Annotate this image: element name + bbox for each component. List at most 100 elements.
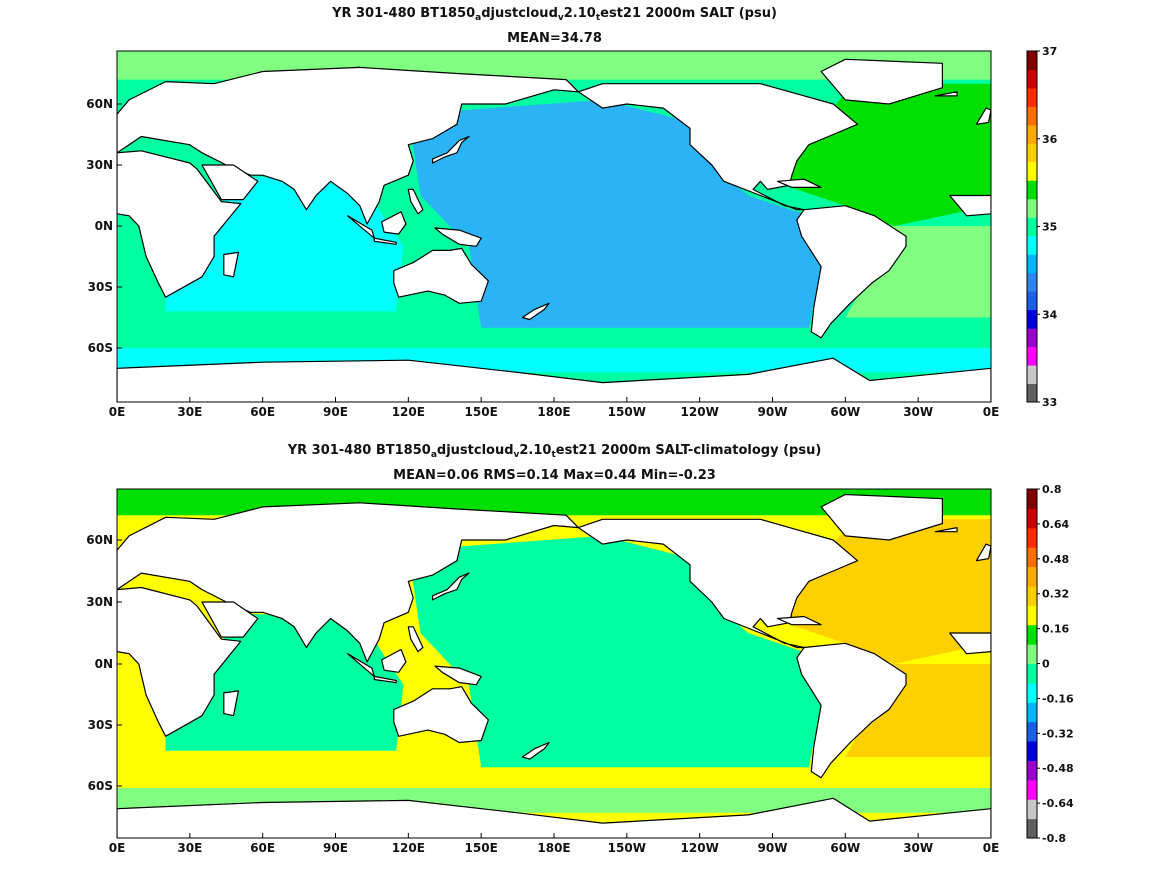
colorbar: 37 36 35 34 33 — [1026, 45, 1058, 409]
colorbar-label: 36 — [1042, 133, 1058, 146]
africa-land — [117, 150, 242, 298]
new-guinea-land — [434, 227, 482, 247]
colorbar-swatch — [1027, 309, 1037, 329]
caribbean-land — [776, 178, 822, 188]
colorbar-label: -0.64 — [1042, 797, 1074, 810]
colorbar-swatch — [1027, 328, 1037, 348]
colorbar-swatch — [1027, 272, 1037, 292]
bottom-panel-subtitle: MEAN=0.06 RMS=0.14 Max=0.44 Min=-0.23 — [393, 468, 716, 483]
x-tick-label: 30W — [903, 405, 933, 419]
top-panel-title: YR 301-480 BT1850adjustcloudv2.10test21 … — [332, 6, 777, 23]
x-tick-label: 150W — [608, 405, 646, 419]
colorbar-swatch — [1027, 702, 1037, 723]
colorbar-swatch — [1027, 624, 1037, 645]
antarctica-land — [117, 357, 991, 402]
y-tick-label: 30S — [88, 718, 113, 732]
java-land — [373, 675, 397, 684]
bottom-panel-title: YR 301-480 BT1850adjustcloudv2.10test21 … — [287, 443, 822, 460]
borneo-land — [381, 211, 407, 235]
arabia-land — [201, 164, 259, 201]
colorbar-swatch — [1027, 198, 1037, 218]
x-tick-label: 180E — [537, 841, 570, 855]
pacific-ocean-region — [408, 535, 822, 768]
colorbar-swatch — [1027, 124, 1037, 144]
colorbar-swatch — [1027, 235, 1037, 255]
south-america-land — [796, 205, 907, 339]
colorbar-label: 35 — [1042, 221, 1057, 234]
x-tick-label: 30E — [177, 841, 202, 855]
colorbar-label: -0.8 — [1042, 832, 1066, 845]
x-tick-label: 120E — [392, 841, 425, 855]
colorbar-swatch — [1027, 106, 1037, 126]
colorbar-swatch — [1027, 818, 1037, 839]
colorbar-swatch — [1027, 489, 1037, 509]
colorbar-swatch — [1027, 547, 1037, 568]
eurasia-land — [117, 502, 579, 663]
colorbar-label: -0.16 — [1042, 692, 1074, 705]
x-tick-label: 0E — [983, 405, 1000, 419]
x-tick-label: 30E — [177, 405, 202, 419]
eurasia-land — [117, 66, 579, 225]
caribbean-land — [776, 615, 822, 626]
y-tick-label: 60S — [88, 341, 113, 355]
colorbar-label: 0.48 — [1042, 553, 1069, 566]
y-tick-label: 30N — [86, 158, 113, 172]
new-zealand-land — [521, 741, 550, 760]
x-tick-label: 0E — [109, 405, 126, 419]
borneo-land — [381, 648, 407, 673]
madagascar-land — [223, 251, 239, 278]
colorbar-label: 34 — [1042, 308, 1058, 321]
colorbar-label: -0.48 — [1042, 762, 1074, 775]
x-tick-label: 180E — [537, 405, 570, 419]
colorbar-label: 0 — [1042, 658, 1050, 671]
colorbar-swatch — [1027, 779, 1037, 800]
pacific-ocean-region — [408, 99, 822, 328]
colorbar-swatch — [1027, 644, 1037, 664]
colorbar-swatch — [1027, 180, 1037, 200]
colorbar-swatch — [1027, 217, 1037, 237]
madagascar-land — [223, 690, 239, 717]
greenland-land — [820, 58, 944, 105]
x-tick-label: 60E — [250, 405, 275, 419]
colorbar-swatch — [1027, 383, 1037, 403]
west-africa-land — [949, 194, 991, 217]
colorbar-swatch — [1027, 527, 1037, 548]
philippines-land — [407, 626, 424, 653]
west-africa-land — [949, 632, 991, 655]
iceland-land — [934, 91, 958, 97]
colorbar-swatch — [1027, 663, 1037, 684]
colorbar: 0.8 0.64 0.48 0.32 0.16 0 -0.16 -0.32 -0.48 -0.64… — [1026, 483, 1074, 845]
new-guinea-land — [434, 665, 482, 686]
colorbar-label: 0.32 — [1042, 588, 1069, 601]
x-tick-label: 120W — [681, 841, 719, 855]
x-tick-label: 120W — [681, 405, 719, 419]
colorbar-swatch — [1027, 69, 1037, 89]
japan-land — [432, 135, 470, 164]
x-tick-label: 150E — [465, 405, 498, 419]
colorbar-swatch — [1027, 741, 1037, 761]
south-america-land — [796, 642, 907, 779]
britain-land — [975, 543, 991, 562]
y-tick-label: 60S — [88, 779, 113, 793]
colorbar-swatch — [1027, 87, 1037, 107]
x-tick-label: 90E — [323, 841, 348, 855]
colorbar-label: 37 — [1042, 45, 1057, 58]
colorbar-swatch — [1027, 346, 1037, 366]
colorbar-swatch — [1027, 682, 1037, 703]
australia-land — [393, 686, 489, 744]
y-tick-label: 30N — [86, 595, 113, 609]
colorbar-label: 0.16 — [1042, 623, 1069, 636]
y-tick-label: 30S — [88, 280, 113, 294]
colorbar-swatch — [1027, 508, 1037, 529]
x-tick-label: 0E — [109, 841, 126, 855]
colorbar-swatch — [1027, 143, 1037, 163]
x-tick-label: 30W — [903, 841, 933, 855]
x-tick-label: 90E — [323, 405, 348, 419]
x-tick-label: 90W — [758, 405, 788, 419]
salinity-map: 0E 30E 60E 90E 120E 150E 180E 150W 120W 90W 60W 30W… — [86, 50, 1000, 419]
greenland-land — [820, 493, 944, 541]
colorbar-swatch — [1027, 161, 1037, 181]
australia-land — [393, 247, 489, 304]
colorbar-label: 33 — [1042, 396, 1057, 409]
